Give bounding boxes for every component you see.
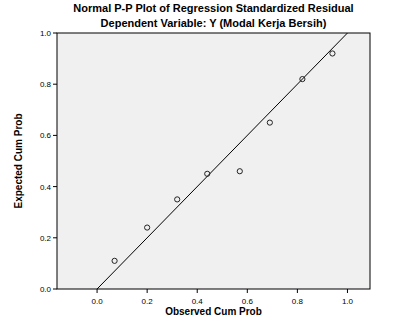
x-axis-label: Observed Cum Prob [165,306,262,317]
y-tick-label: 0.6 [40,131,52,140]
plot-data [97,33,347,289]
y-tick [53,186,57,187]
x-tick-label: 0.6 [242,297,254,306]
y-tick-label: 0.8 [40,80,52,89]
point [145,225,150,230]
x-tick-label: 0.2 [142,297,154,306]
x-tick-label: 0.0 [92,297,104,306]
y-tick-label: 0.4 [40,183,52,192]
title: Normal P-P Plot of Regression Standardiz… [73,2,353,14]
reference-line [97,33,347,289]
x-tick [97,289,98,293]
y-tick [53,84,57,85]
y-tick [53,135,57,136]
y-tick-label: 0.0 [40,285,52,294]
point [330,51,335,56]
point [112,258,117,263]
point [205,171,210,176]
y-tick [53,289,57,290]
x-tick [247,289,248,293]
point [267,120,272,125]
point [237,169,242,174]
subtitle: Dependent Variable: Y (Modal Kerja Bersi… [101,17,327,29]
x-tick-label: 0.4 [192,297,204,306]
x-tick [147,289,148,293]
y-axis-label: Expected Cum Prob [13,113,24,208]
point [300,76,305,81]
y-tick-label: 1.0 [40,29,52,38]
y-tick-label: 0.2 [40,234,52,243]
y-tick [53,33,57,34]
plot-frame [57,33,370,289]
point [175,197,180,202]
y-tick [53,237,57,238]
x-tick [297,289,298,293]
x-tick [197,289,198,293]
chart: Normal P-P Plot of Regression Standardiz… [0,0,416,320]
x-tick-label: 1.0 [342,297,354,306]
x-tick-label: 0.8 [292,297,304,306]
x-tick [347,289,348,293]
